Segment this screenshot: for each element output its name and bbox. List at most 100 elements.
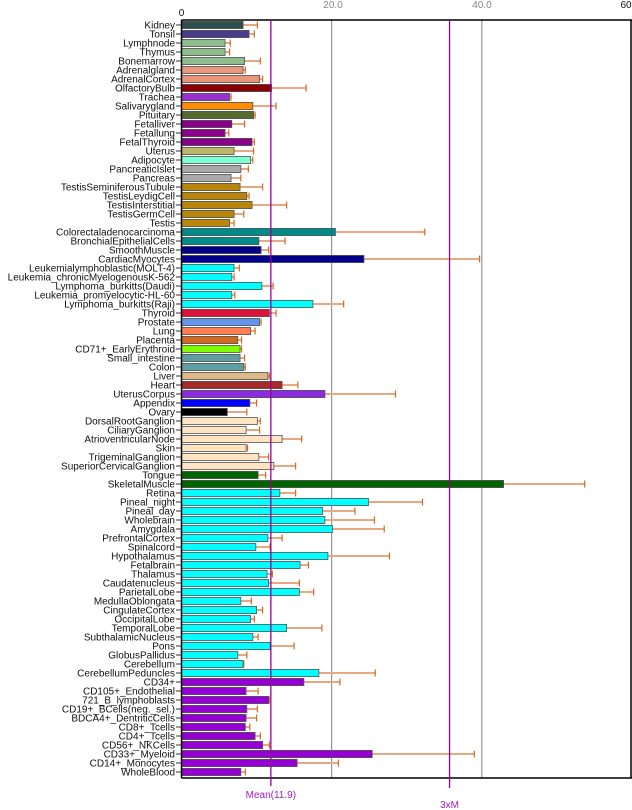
bar-OlfactoryBulb <box>181 84 272 93</box>
bar-AdrenalCortex <box>181 75 260 84</box>
category-label: SuperiorCervicalGanglion <box>61 462 175 473</box>
category-label: BronchialEpithelialCells <box>71 237 176 248</box>
category-label: SubthalamicNucleus <box>84 633 175 644</box>
bar-ParietalLobe <box>181 588 300 597</box>
bar-CD105+_Endothelial <box>181 687 247 696</box>
bar-Fetalliver <box>181 120 233 129</box>
bar-WholeBlood <box>181 768 242 777</box>
category-label: ParietalLobe <box>119 588 176 599</box>
category-label: Appendix <box>133 399 175 410</box>
category-label: Small_intestine <box>107 354 175 365</box>
category-label: CD19+_BCells(neg._sel.) <box>62 705 175 716</box>
bar-FetalThyroid <box>181 137 253 146</box>
bar-Pancreas <box>181 173 232 182</box>
bar-CD71+_EarlyErythroid <box>181 344 241 353</box>
category-label: CD34+ <box>144 678 176 689</box>
bar-Pineal_night <box>181 497 369 506</box>
bar-Skin <box>181 443 247 452</box>
category-label: DorsalRootGanglion <box>85 417 175 428</box>
bar-Thymus <box>181 48 226 57</box>
bar-Lung <box>181 326 251 335</box>
bar-Hypothalamus <box>181 552 329 561</box>
category-label: Salivarygland <box>115 102 175 113</box>
category-label: CD56+_NKCells <box>102 741 175 752</box>
bar-CD14+_Monocytes <box>181 759 298 768</box>
category-label: GlobusPallidus <box>108 651 175 662</box>
category-label: CD105+_Endothelial <box>83 687 175 698</box>
category-label: AdrenalCortex <box>111 75 175 86</box>
category-label: Retina <box>146 489 175 500</box>
bar-Wholebrain <box>181 516 326 525</box>
category-labels: KidneyTonsilLymphnodeThymusBonemarrowAdr… <box>8 21 182 779</box>
bar-Fetallung <box>181 128 226 137</box>
category-label: Thymus <box>139 48 175 59</box>
category-label: Colorectaladenocarcinoma <box>56 228 175 239</box>
category-label: Pineal_night <box>120 498 175 509</box>
bar-CiliaryGanglion <box>181 425 247 434</box>
bar-CD8+_Tcells <box>181 723 246 732</box>
axes <box>180 19 632 788</box>
category-label: Amygdala <box>131 525 176 536</box>
category-label: CD33+_Myeloid <box>104 750 175 761</box>
bar-SuperiorCervicalGanglion <box>181 461 275 470</box>
category-label: TestisSeminiferousTubule <box>61 183 176 194</box>
bar-Colorectaladenocarcinoma <box>181 227 336 236</box>
category-label: Lung <box>153 327 175 338</box>
bar-Testis <box>181 218 230 227</box>
category-label: Testis <box>149 219 175 230</box>
bar-Retina <box>181 488 281 497</box>
x-tick-label-40: 40.0 <box>472 0 492 11</box>
bar-Thalamus <box>181 570 268 579</box>
category-label: UterusCorpus <box>113 390 175 401</box>
bar-Prostate <box>181 317 260 326</box>
bar-Leukemia_promyelocytic-HL-60 <box>181 290 233 299</box>
category-label: Lymphnode <box>123 39 175 50</box>
category-label: WholeBlood <box>121 768 175 779</box>
x-tick-label-60: 60 <box>620 0 632 11</box>
bar-Pituitary <box>181 111 254 120</box>
bar-OccipitalLobe <box>181 615 251 624</box>
bar-CingulateCortex <box>181 606 257 615</box>
category-label: CerebellumPeduncles <box>77 669 175 680</box>
category-label: Heart <box>151 381 176 392</box>
category-label: BDCA4+_DentriticCells <box>71 714 175 725</box>
bar-TestisGermCell <box>181 209 235 218</box>
bar-Lymphoma_burkitts(Raji) <box>181 299 314 308</box>
bar-Thyroid <box>181 308 270 317</box>
bar-Tongue <box>181 470 259 479</box>
bar-Colon <box>181 362 245 371</box>
bar-Spinalcord <box>181 543 257 552</box>
category-label: SmoothMuscle <box>109 246 176 257</box>
bar-Pineal_day <box>181 506 324 515</box>
bar-Placenta <box>181 335 239 344</box>
x-tick-label-20: 20.0 <box>323 0 343 11</box>
bar-GlobusPallidus <box>181 651 239 660</box>
category-label: AtrioventricularNode <box>84 435 175 446</box>
mean-label: Mean(11.9) <box>246 790 296 801</box>
bar-CD56+_NKCells <box>181 741 263 750</box>
category-label: CardiacMyocytes <box>98 255 175 266</box>
bar-Trachea <box>181 93 230 102</box>
category-label: CiliaryGanglion <box>107 426 175 437</box>
category-label: Kidney <box>144 21 175 32</box>
bar-Cerebellum <box>181 660 244 669</box>
bar-CardiacMyocytes <box>181 254 365 263</box>
category-label: Fetallung <box>134 129 175 140</box>
category-label: Leukemia_promyelocytic-HL-60 <box>34 291 175 302</box>
bar-SmoothMuscle <box>181 245 262 254</box>
category-label: OlfactoryBulb <box>115 84 175 95</box>
x-tick-label-0: 0 <box>179 8 185 19</box>
category-label: Lymphoma_burkitts(Daudi) <box>55 282 175 293</box>
category-label: Fetalliver <box>134 120 175 131</box>
category-label: Thalamus <box>131 570 175 581</box>
bar-CD19+_BCells(neg._sel.) <box>181 705 248 714</box>
bar-PancreaticIslet <box>181 164 242 173</box>
category-label: Fetalbrain <box>131 561 175 572</box>
category-label: Pancreas <box>133 174 175 185</box>
bar-BDCA4+_DentriticCells <box>181 714 247 723</box>
bar-SkeletalMuscle <box>181 479 505 488</box>
category-label: Pons <box>152 642 175 653</box>
category-label: Bonemarrow <box>118 57 175 68</box>
bar-Small_intestine <box>181 353 241 362</box>
